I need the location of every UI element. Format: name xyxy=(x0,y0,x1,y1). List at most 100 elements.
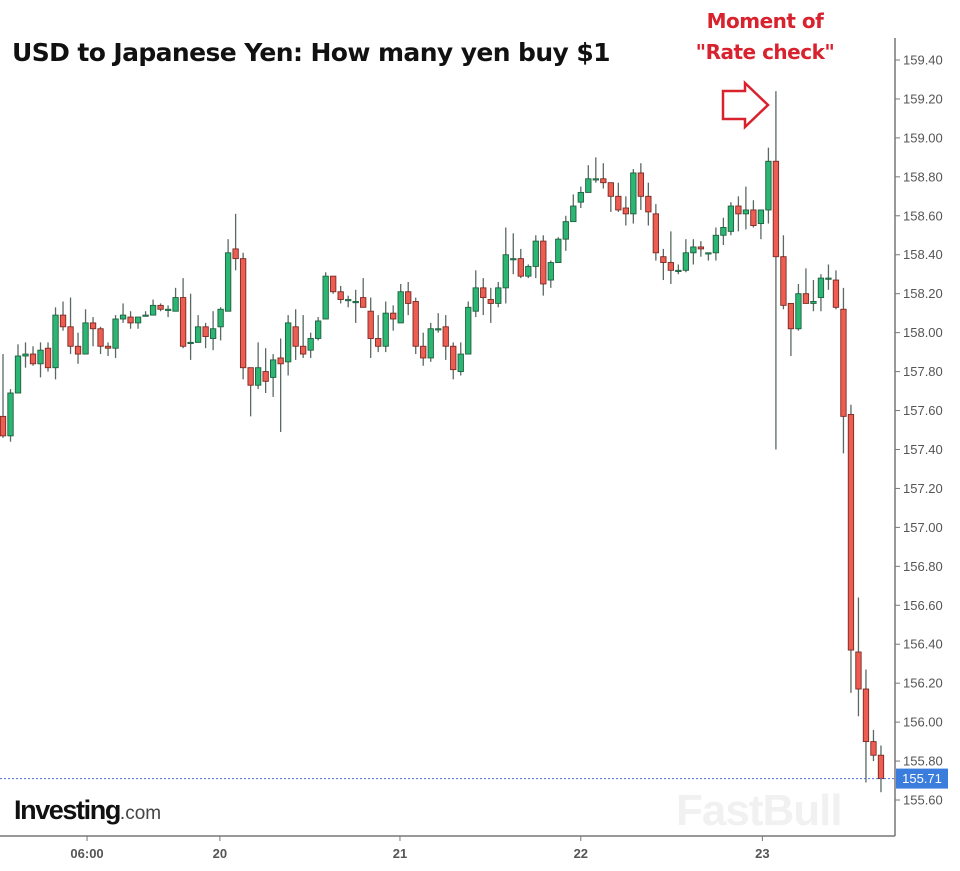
candle-body-down xyxy=(29,353,37,365)
candle-body-down xyxy=(877,754,885,780)
candle xyxy=(810,280,817,312)
candle-body-up xyxy=(472,287,479,312)
candle-body-up xyxy=(217,308,224,328)
candle-body-up xyxy=(690,246,697,254)
candle xyxy=(202,322,209,349)
candle xyxy=(194,315,202,343)
candle-body-down xyxy=(772,160,780,258)
candle xyxy=(209,311,217,351)
candle xyxy=(877,745,885,793)
candle-body-down xyxy=(375,338,382,347)
candle xyxy=(82,309,89,355)
candle-body-up xyxy=(502,254,509,289)
y-tick-label: 158.20 xyxy=(903,286,943,301)
logo-brand: Investing xyxy=(14,795,121,825)
candle-body-down xyxy=(855,651,862,690)
candle-body-up xyxy=(352,301,359,304)
chart-title: USD to Japanese Yen: How many yen buy $1 xyxy=(12,38,611,67)
y-tick-label: 157.00 xyxy=(903,520,943,535)
candle-body-down xyxy=(442,326,449,347)
candle-body-up xyxy=(172,297,179,312)
candle-body-down xyxy=(420,345,427,359)
candle xyxy=(570,194,577,223)
candle xyxy=(780,235,787,310)
candle xyxy=(615,182,622,212)
candle-body-up xyxy=(465,306,472,355)
candle xyxy=(802,268,810,304)
candle xyxy=(525,264,532,279)
x-axis: 06:00 20 21 22 23 xyxy=(70,836,770,861)
y-tick-label: 156.60 xyxy=(903,598,943,613)
candle xyxy=(607,182,614,212)
candle xyxy=(179,278,187,349)
candle xyxy=(532,235,539,279)
y-tick-label: 157.60 xyxy=(903,403,943,418)
candle xyxy=(0,354,7,438)
y-tick-label: 155.80 xyxy=(903,754,943,769)
candle-body-up xyxy=(562,221,569,240)
y-tick-label: 159.40 xyxy=(903,53,943,68)
candle-body-up xyxy=(547,262,554,281)
candle xyxy=(517,248,524,279)
candle xyxy=(74,332,82,364)
y-tick-label: 158.00 xyxy=(903,325,943,340)
candle xyxy=(622,196,629,226)
y-tick-label: 156.40 xyxy=(903,637,943,652)
candle-body-up xyxy=(37,349,44,365)
candle xyxy=(682,239,690,273)
candle xyxy=(660,248,667,281)
candle-body-down xyxy=(667,262,675,271)
candle xyxy=(855,597,862,717)
candle-body-up xyxy=(14,355,22,394)
candle-body-down xyxy=(330,275,337,293)
y-tick-label: 158.60 xyxy=(903,208,943,223)
candle xyxy=(307,332,314,358)
candle-body-up xyxy=(825,277,832,280)
candle xyxy=(232,213,239,271)
candle-body-up xyxy=(82,322,89,355)
candle-body-up xyxy=(254,367,262,386)
candle-body-down xyxy=(277,357,284,365)
candle-body-down xyxy=(74,345,82,355)
candle-body-down xyxy=(622,207,629,215)
candle-body-down xyxy=(540,240,547,285)
watermark: FastBull xyxy=(676,788,843,834)
candle xyxy=(367,297,374,358)
candle-body-up xyxy=(570,205,577,223)
candle-body-up xyxy=(119,314,127,320)
candle xyxy=(772,91,780,450)
candle xyxy=(412,297,419,355)
candle-body-down xyxy=(157,304,164,310)
candle xyxy=(727,202,735,236)
candle-body-down xyxy=(59,314,67,328)
candle-body-up xyxy=(742,209,750,215)
candle xyxy=(104,342,112,357)
candle xyxy=(577,186,584,209)
candle xyxy=(832,270,840,310)
candle-body-up xyxy=(705,252,712,255)
candle xyxy=(277,338,284,432)
y-tick-label: 157.80 xyxy=(903,364,943,379)
candle xyxy=(870,729,877,762)
candle xyxy=(97,326,104,355)
candle xyxy=(742,186,750,230)
candle xyxy=(59,301,67,331)
candle-body-down xyxy=(840,308,847,417)
candle-body-down xyxy=(239,258,247,369)
investing-logo: Investing.com xyxy=(14,795,161,826)
candle-body-down xyxy=(652,213,659,254)
candle xyxy=(420,332,427,366)
logo-suffix: .com xyxy=(119,803,162,824)
candle-body-down xyxy=(645,195,652,213)
x-tick-label: 06:00 xyxy=(70,846,103,861)
candle xyxy=(300,315,307,358)
candle-body-down xyxy=(862,688,870,743)
candle-body-down xyxy=(487,299,494,304)
candle-body-up xyxy=(224,252,232,312)
candle xyxy=(600,163,607,189)
candle xyxy=(67,297,74,355)
candle xyxy=(157,303,164,312)
candle-body-down xyxy=(660,256,667,263)
candle xyxy=(480,278,487,316)
x-tick-label: 20 xyxy=(213,846,227,861)
